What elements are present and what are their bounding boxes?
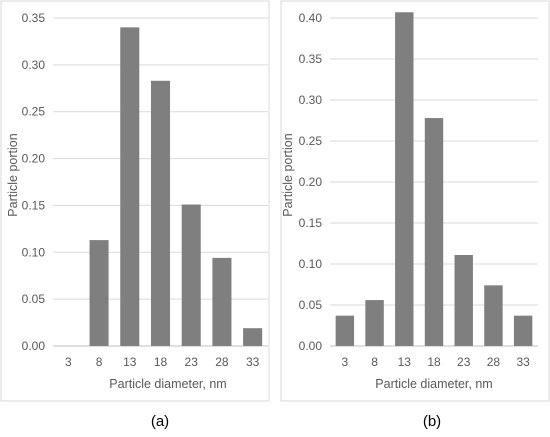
- y-axis-title-b: Particle portion: [281, 133, 295, 216]
- y-axis-title-a: Particle portion: [6, 133, 20, 216]
- x-tick-label-b: 3: [342, 355, 349, 369]
- y-tick-label-b: 0.20: [299, 175, 323, 189]
- bar-b-33: [513, 315, 533, 346]
- y-tick-label-b: 0.00: [299, 339, 323, 353]
- chart-panel-b: 0.00 0.05 0.10 0.15 0.20 0.25 0.30 0.35 0.40 3 8 1…: [280, 0, 550, 430]
- x-tick-label-a: 3: [65, 355, 72, 369]
- x-tick-label-a: 23: [185, 355, 199, 369]
- bar-a-33: [243, 328, 263, 346]
- bar-a-18: [150, 80, 171, 346]
- y-tick-label-b: 0.05: [299, 298, 323, 312]
- x-tick-label-b: 33: [516, 355, 530, 369]
- bar-b-13: [395, 12, 414, 346]
- bar-a-28: [212, 257, 232, 346]
- bar-b-18: [424, 118, 444, 346]
- x-tick-label-b: 13: [398, 355, 412, 369]
- y-tick-label-a: 0.35: [22, 11, 46, 25]
- bar-b-3: [335, 315, 355, 346]
- x-tick-label-b: 23: [457, 355, 471, 369]
- y-tick-label-a: 0.05: [22, 292, 46, 306]
- bar-a-23: [181, 204, 201, 346]
- y-tick-label-a: 0.15: [22, 198, 46, 212]
- x-axis-title-b: Particle diameter, nm: [375, 377, 492, 391]
- x-tick-label-a: 33: [246, 355, 260, 369]
- bar-a-8: [89, 240, 109, 346]
- y-tick-label-a: 0.10: [22, 245, 46, 259]
- x-tick-label-a: 28: [215, 355, 229, 369]
- bar-a-13: [120, 27, 140, 346]
- chart-frame-b: [280, 0, 550, 402]
- x-tick-label-a: 18: [154, 355, 168, 369]
- y-tick-label-b: 0.40: [299, 11, 323, 25]
- chart-panel-a: 0.00 0.05 0.10 0.15 0.20 0.25 0.30 0.35 3 8 13 18 2…: [0, 0, 270, 430]
- y-tick-label-b: 0.15: [299, 216, 323, 230]
- y-tick-label-a: 0.20: [22, 152, 46, 166]
- panel-label-b: (b): [423, 413, 441, 430]
- bar-b-8: [365, 300, 384, 346]
- y-tick-label-b: 0.10: [299, 257, 323, 271]
- x-tick-label-b: 8: [371, 355, 378, 369]
- y-tick-label-b: 0.35: [299, 52, 323, 66]
- y-tick-label-a: 0.25: [22, 105, 46, 119]
- x-tick-label-a: 13: [123, 355, 137, 369]
- x-tick-label-a: 8: [96, 355, 103, 369]
- x-tick-label-b: 28: [487, 355, 501, 369]
- bar-b-28: [484, 285, 503, 346]
- y-tick-label-a: 0.00: [22, 339, 46, 353]
- chart-frame-a: [0, 0, 270, 402]
- y-tick-label-b: 0.30: [299, 93, 323, 107]
- bar-b-23: [454, 254, 473, 346]
- y-tick-label-b: 0.25: [299, 134, 323, 148]
- x-axis-title-a: Particle diameter, nm: [109, 377, 226, 391]
- y-tick-label-a: 0.30: [22, 58, 46, 72]
- x-tick-label-b: 18: [427, 355, 441, 369]
- panel-label-a: (a): [151, 413, 169, 430]
